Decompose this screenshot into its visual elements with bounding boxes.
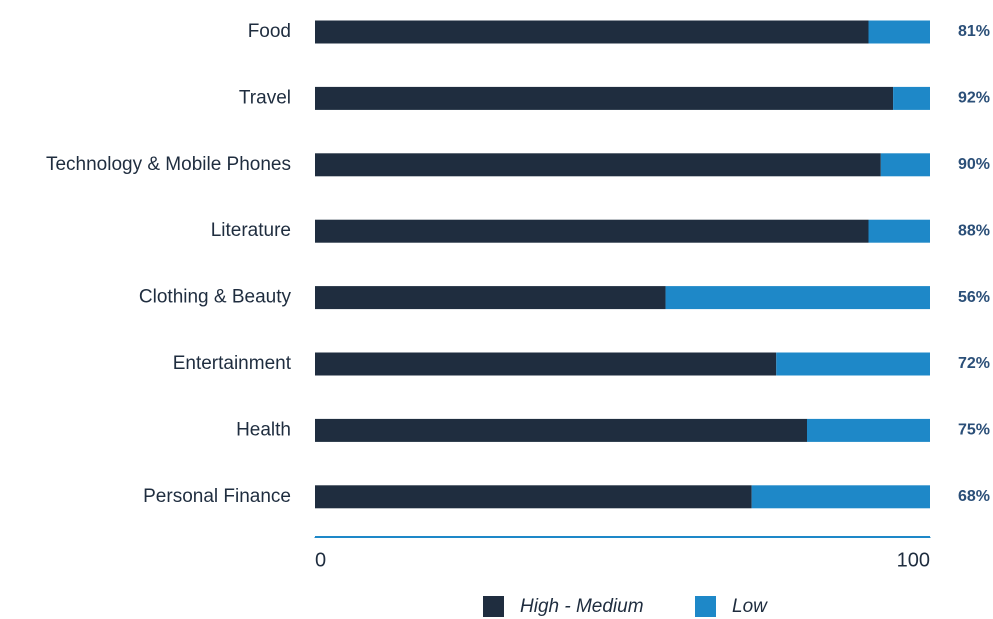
bar-segment	[751, 485, 930, 509]
bar-segment	[315, 219, 869, 243]
category-label: Travel	[239, 87, 291, 108]
x-tick-label: 0	[315, 549, 326, 571]
side-label: 88%	[958, 222, 990, 239]
bar-segment	[868, 20, 930, 44]
category-label: Personal Finance	[143, 486, 291, 507]
side-label: 90%	[958, 156, 990, 173]
category-label: Technology & Mobile Phones	[46, 154, 291, 175]
bar-segment	[315, 485, 752, 509]
category-label: Food	[248, 21, 291, 42]
category-label: Health	[236, 419, 291, 440]
side-label: 72%	[958, 355, 990, 372]
bar-segment	[315, 352, 777, 376]
bar-segment	[315, 86, 894, 110]
bar-segment	[665, 286, 930, 310]
bar-segment	[315, 286, 666, 310]
category-label: Entertainment	[173, 353, 292, 374]
bar-segment	[315, 20, 869, 44]
legend-label: High - Medium	[520, 596, 644, 617]
bar-segment	[893, 86, 930, 110]
legend-label: Low	[732, 596, 768, 617]
side-label: 56%	[958, 289, 990, 306]
category-label: Literature	[211, 220, 291, 241]
legend-swatch	[695, 596, 716, 617]
x-tick-label: 100	[897, 549, 930, 571]
bar-segment	[807, 418, 930, 442]
legend-swatch	[483, 596, 504, 617]
bar-segment	[868, 219, 930, 243]
side-label: 68%	[958, 488, 990, 505]
bar-segment	[880, 153, 930, 177]
side-label: 92%	[958, 90, 990, 107]
side-label: 81%	[958, 23, 990, 40]
bar-segment	[315, 418, 807, 442]
bar-segment	[776, 352, 930, 376]
bar-segment	[315, 153, 881, 177]
side-label: 75%	[958, 422, 990, 439]
category-label: Clothing & Beauty	[139, 287, 292, 308]
